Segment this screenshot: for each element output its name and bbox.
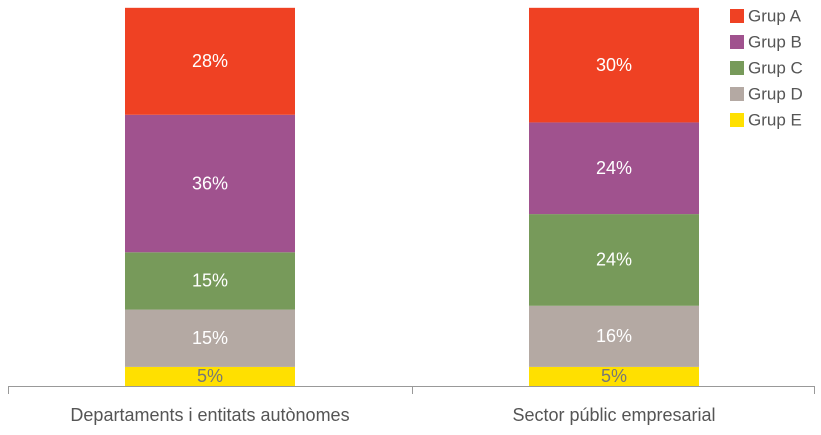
value-label: 5% — [601, 366, 627, 386]
value-label: 15% — [192, 271, 228, 291]
legend-label: Grup D — [748, 84, 803, 103]
x-tick-label: Sector públic empresarial — [512, 405, 715, 425]
bar-segment — [125, 7, 295, 115]
bar-segment — [125, 309, 295, 367]
value-label: 24% — [596, 158, 632, 178]
bar-segment — [529, 305, 699, 367]
legend-label: Grup B — [748, 32, 802, 51]
value-label: 30% — [596, 55, 632, 75]
bar-segment — [529, 122, 699, 215]
value-label: 36% — [192, 173, 228, 193]
legend-label: Grup C — [748, 58, 803, 77]
value-label: 5% — [197, 366, 223, 386]
legend-swatch — [730, 35, 744, 49]
bar-segment — [529, 7, 699, 123]
legend-label: Grup E — [748, 110, 802, 129]
legend-swatch — [730, 9, 744, 23]
x-tick-label: Departaments i entitats autònomes — [70, 405, 349, 425]
legend-label: Grup A — [748, 6, 802, 25]
value-label: 16% — [596, 326, 632, 346]
value-label: 28% — [192, 51, 228, 71]
bar-segment — [529, 214, 699, 306]
legend-swatch — [730, 87, 744, 101]
bar-segment — [125, 366, 295, 386]
legend-swatch — [730, 113, 744, 127]
legend-swatch — [730, 61, 744, 75]
bar-segment — [125, 114, 295, 253]
bar-segment — [529, 366, 699, 386]
value-label: 24% — [596, 250, 632, 270]
value-label: 15% — [192, 328, 228, 348]
bar-segment — [125, 252, 295, 310]
